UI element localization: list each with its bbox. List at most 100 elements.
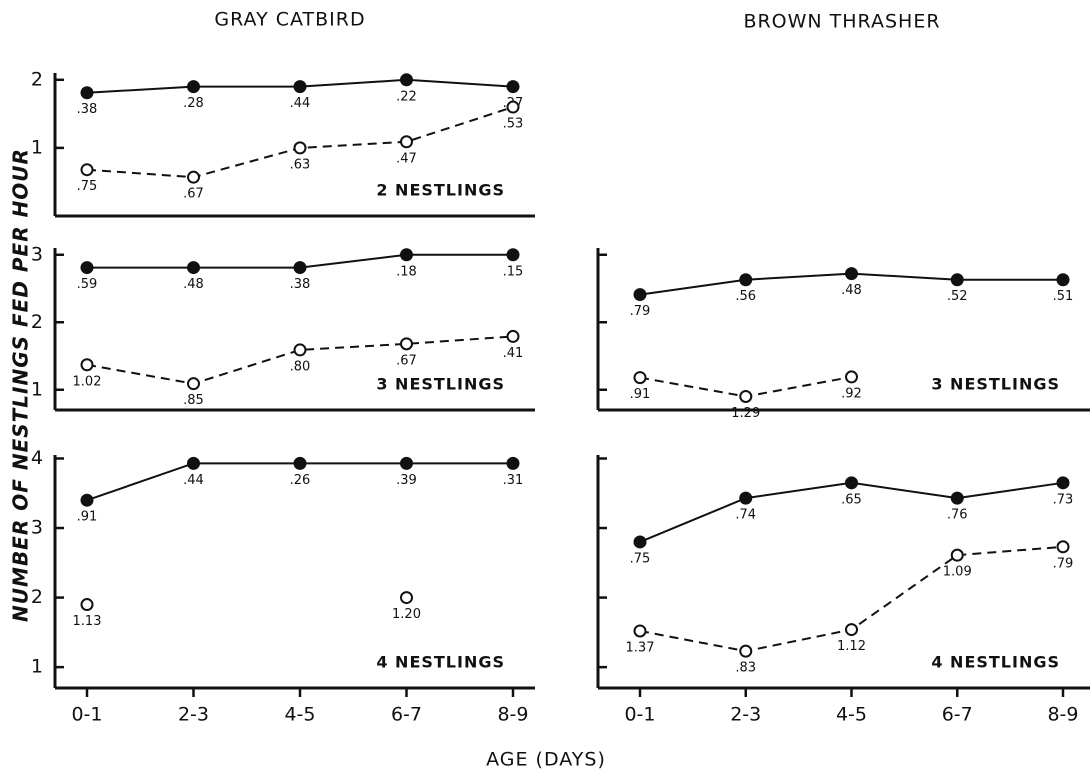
data-point bbox=[1056, 476, 1070, 490]
x-tick-label: 4-5 bbox=[836, 704, 867, 726]
y-tick-label: 1 bbox=[31, 378, 43, 400]
data-point bbox=[739, 390, 753, 403]
data-point bbox=[293, 80, 307, 94]
point-label: .73 bbox=[1053, 492, 1074, 507]
data-point bbox=[400, 73, 413, 87]
x-tick-label: 4-5 bbox=[284, 704, 315, 726]
point-label: 1.02 bbox=[73, 374, 102, 389]
data-point bbox=[633, 624, 647, 638]
data-point bbox=[1056, 540, 1070, 554]
point-label: .48 bbox=[183, 277, 204, 292]
data-point bbox=[187, 261, 200, 275]
data-point bbox=[400, 337, 413, 351]
point-label: .83 bbox=[735, 661, 756, 676]
point-label: 1.09 bbox=[943, 565, 972, 580]
y-tick-label: 2 bbox=[31, 68, 43, 90]
point-label: .41 bbox=[503, 346, 524, 361]
panel-annotation: 3 NESTLINGS bbox=[931, 375, 1060, 394]
column-title: BROWN THRASHER bbox=[743, 11, 940, 33]
point-label: .44 bbox=[183, 473, 204, 488]
point-label: 1.29 bbox=[731, 406, 760, 421]
point-label: .51 bbox=[1053, 289, 1074, 304]
data-point bbox=[293, 141, 307, 155]
point-label: .91 bbox=[630, 387, 651, 402]
data-point bbox=[80, 358, 94, 372]
point-label: 1.20 bbox=[392, 607, 421, 622]
point-label: .22 bbox=[396, 89, 417, 104]
data-point bbox=[187, 80, 200, 94]
point-label: .65 bbox=[841, 492, 862, 507]
data-point bbox=[739, 644, 753, 658]
data-point bbox=[950, 273, 964, 287]
data-point bbox=[633, 535, 647, 549]
panel-annotation: 4 NESTLINGS bbox=[376, 653, 505, 672]
point-label: .76 bbox=[947, 508, 968, 523]
point-label: .85 bbox=[183, 393, 204, 408]
point-label: .67 bbox=[183, 187, 204, 202]
series-line bbox=[86, 335, 514, 385]
data-point bbox=[80, 493, 94, 507]
point-label: .28 bbox=[183, 96, 204, 111]
data-point bbox=[633, 288, 647, 302]
data-point bbox=[80, 261, 94, 275]
point-label: .52 bbox=[947, 289, 968, 304]
data-point bbox=[506, 80, 520, 94]
data-point bbox=[506, 100, 520, 114]
data-point bbox=[80, 163, 94, 177]
point-label: .31 bbox=[503, 473, 524, 488]
point-label: .79 bbox=[630, 304, 651, 319]
data-point bbox=[187, 456, 200, 470]
y-axis-label: NUMBER OF NESTLINGS FED PER HOUR bbox=[9, 148, 33, 622]
y-tick-label: 1 bbox=[31, 656, 43, 678]
data-point bbox=[400, 591, 413, 605]
x-tick-label: 8-9 bbox=[1047, 704, 1078, 726]
data-point bbox=[506, 329, 520, 343]
y-tick-label: 3 bbox=[31, 517, 43, 539]
panel-annotation: 4 NESTLINGS bbox=[931, 653, 1060, 672]
x-tick-label: 6-7 bbox=[391, 704, 422, 726]
column-title: GRAY CATBIRD bbox=[214, 9, 365, 31]
data-point bbox=[845, 623, 858, 637]
x-tick-label: 2-3 bbox=[730, 704, 761, 726]
x-axis-label: AGE (DAYS) bbox=[486, 749, 606, 771]
data-point bbox=[950, 491, 964, 505]
point-label: .18 bbox=[396, 264, 417, 279]
point-label: .15 bbox=[503, 264, 524, 279]
data-point bbox=[80, 86, 94, 100]
point-label: .59 bbox=[77, 277, 98, 292]
data-point bbox=[739, 273, 753, 287]
point-label: .91 bbox=[77, 510, 98, 525]
y-tick-label: 4 bbox=[31, 447, 43, 469]
y-tick-label: 3 bbox=[31, 243, 43, 265]
point-label: .92 bbox=[841, 386, 862, 401]
y-tick-label: 2 bbox=[31, 586, 43, 608]
point-label: .74 bbox=[735, 508, 756, 523]
point-label: .47 bbox=[396, 151, 417, 166]
point-label: .38 bbox=[290, 277, 311, 292]
data-point bbox=[506, 248, 520, 262]
data-point bbox=[845, 476, 858, 490]
point-label: 1.37 bbox=[626, 640, 655, 655]
data-point bbox=[400, 135, 413, 149]
panel-annotation: 2 NESTLINGS bbox=[376, 181, 505, 200]
data-point bbox=[633, 371, 647, 385]
point-label: .67 bbox=[396, 353, 417, 368]
point-label: .75 bbox=[77, 179, 98, 194]
point-label: .39 bbox=[396, 473, 417, 488]
data-point bbox=[187, 170, 200, 184]
data-point bbox=[293, 261, 307, 275]
point-label: .38 bbox=[77, 102, 98, 117]
data-point bbox=[293, 456, 307, 470]
data-point bbox=[400, 248, 413, 262]
x-tick-label: 2-3 bbox=[178, 704, 209, 726]
y-tick-label: 1 bbox=[31, 136, 43, 158]
x-tick-label: 6-7 bbox=[942, 704, 973, 726]
data-point bbox=[739, 491, 753, 505]
point-label: .63 bbox=[290, 157, 311, 172]
point-label: 1.13 bbox=[73, 614, 102, 629]
x-tick-label: 8-9 bbox=[497, 704, 528, 726]
panel-annotation: 3 NESTLINGS bbox=[376, 375, 505, 394]
data-point bbox=[950, 548, 964, 562]
point-label: .75 bbox=[630, 551, 651, 566]
